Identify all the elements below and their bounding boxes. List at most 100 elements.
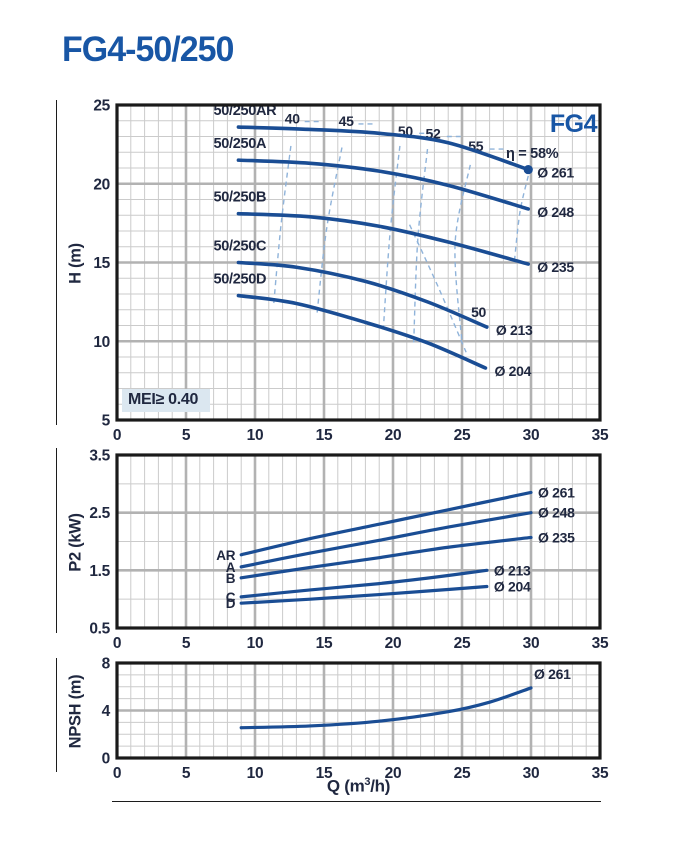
y-tick-label: 10 [93,334,110,351]
diameter-label: Ø 235 [537,259,574,275]
curve-D [239,584,489,605]
y-tick-label: 4 [102,703,111,720]
x-tick-label: 0 [113,765,121,782]
curve-A [239,511,533,569]
diameter-label: Ø 204 [494,363,531,379]
y-tick-label: 2.5 [89,505,110,522]
series-label: 50/250B [213,190,266,206]
x-tick-label: 10 [247,765,264,782]
series-label: AR [216,548,235,563]
x-tick-label: 10 [247,427,264,444]
x-tick-label: 35 [592,635,609,652]
x-tick-label: 20 [385,635,402,652]
curve-50/250AR [236,125,531,172]
diameter-label: Ø 261 [537,165,574,181]
series-family-badge: FG4 [549,110,598,138]
mei-index-badge: MEI≥ 0.40 [122,389,211,412]
x-tick-label: 20 [385,765,402,782]
y-tick-label: 5 [102,413,111,430]
page-title: FG4-50/250 [62,30,234,69]
x-tick-label: 15 [316,427,333,444]
x-tick-label: 35 [592,765,609,782]
efficiency-label: 45 [339,113,354,129]
curve-AR [239,490,533,557]
y-tick-label: 0 [102,751,110,768]
gridlines [117,663,600,758]
diameter-label: Ø 248 [537,204,574,220]
x-tick-label: 0 [113,427,121,444]
curve-labels: Ø 261 [534,666,571,682]
x-axis-title-post: /h) [370,776,391,796]
y-axis-title-head: H (m) [66,243,85,284]
x-tick-label: 15 [316,635,333,652]
y-tick-label: 15 [93,255,110,272]
x-axis-title: Q (m3/h) [117,776,600,797]
x-tick-label: 30 [523,765,540,782]
plot-border [115,661,602,760]
series-label: 50/250C [213,239,267,255]
curves [239,490,533,605]
curves [236,125,533,370]
x-tick-label: 5 [182,635,191,652]
y-tick-label: 25 [93,98,110,115]
axis-rule-power [56,448,57,633]
tick-labels: 0 5 10 15 20 25 30 35 3.5 2.5 1.5 0.5 [89,448,609,653]
diameter-label: Ø 248 [538,505,575,521]
series-label: C [226,590,236,605]
x-tick-label: 5 [182,427,191,444]
series-label: 50/250A [213,136,267,152]
diameter-label: Ø 261 [534,666,571,682]
x-tick-label: 35 [592,427,609,444]
x-tick-label: 25 [454,765,471,782]
footer-rule [112,801,601,802]
diameter-label: Ø 213 [496,322,533,338]
tick-labels: 0 5 10 15 20 25 30 35 8 4 0 [102,656,610,783]
x-axis-title-sup: 3 [364,776,371,788]
y-tick-label: 0.5 [89,621,110,638]
curve-Ø 261 [239,686,533,730]
diameter-label: Ø 213 [494,562,531,578]
series-label: 50/250D [213,272,266,288]
x-tick-label: 0 [113,635,121,652]
axis-rule-head [56,100,57,425]
y-axis-title-power: P2 (kW) [66,513,85,572]
x-tick-label: 30 [523,427,540,444]
x-tick-label: 10 [247,635,264,652]
diameter-label: Ø 204 [494,578,531,594]
bep-dot [523,164,533,175]
gridlines [117,455,600,628]
plot-border [115,453,602,630]
y-tick-label: 8 [102,656,111,673]
y-tick-label: 3.5 [89,448,110,465]
curve-B [239,535,533,580]
x-axis-title-pre: Q (m [326,776,365,796]
x-tick-label: 20 [385,427,402,444]
x-tick-label: 25 [454,635,471,652]
plot-border [115,103,602,422]
series-label: B [226,571,236,586]
diameter-label: Ø 235 [538,529,575,545]
curves [239,686,533,730]
series-label: 50/250AR [213,103,277,119]
npsh-curve-chart: Ø 261 0 5 10 15 20 25 30 35 8 4 0 [102,656,610,783]
y-axis-title-npsh: NPSH (m) [66,674,85,749]
power-curves-chart: AR Ø 261 A Ø 248 B Ø 235 C Ø 213 D Ø 204 0 5 10 15 20 2… [89,448,609,653]
y-tick-label: 1.5 [89,563,110,580]
diameter-label: Ø 261 [538,484,575,500]
curve-C [239,568,489,599]
axis-rule-npsh [56,658,57,772]
x-tick-label: 15 [316,765,333,782]
efficiency-label: 40 [285,110,300,126]
x-tick-label: 30 [523,635,540,652]
curve-50/250C [236,260,489,329]
series-label: A [226,560,236,575]
curve-labels: AR Ø 261 A Ø 248 B Ø 235 C Ø 213 D Ø 204 [216,484,575,611]
curve-labels: 50/250AR Ø 261 50/250A Ø 248 50/250B Ø 235 50/… [213,103,574,379]
x-tick-label: 25 [454,427,471,444]
series-label: D [226,596,236,611]
efficiency-label: 50 [471,304,486,320]
